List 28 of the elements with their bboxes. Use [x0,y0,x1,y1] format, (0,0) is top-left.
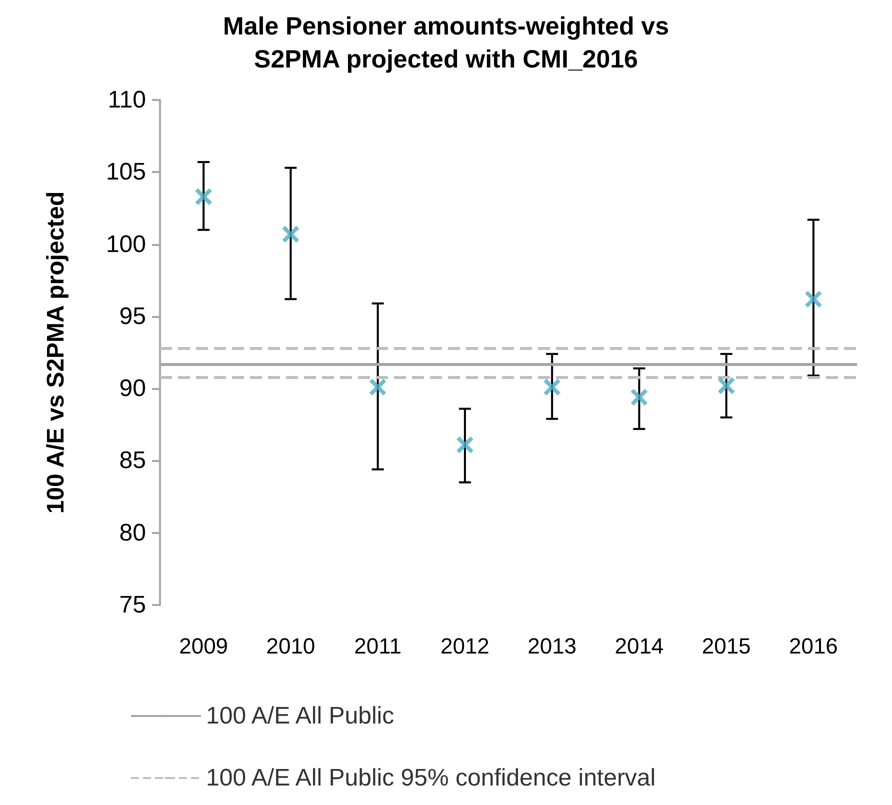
x-tick-label: 2009 [179,634,228,658]
x-tick-label: 2016 [788,634,838,658]
y-tick-label: 90 [119,375,146,402]
x-tick-label: 2014 [614,634,664,658]
point [543,378,562,396]
y-tick-label: 105 [106,158,146,186]
chart-title: Male Pensioner amounts-weighted vs S2PMA projected with CMI_2016 [223,12,669,74]
y-tick-label: 85 [119,447,146,474]
legend-label: 100 A/E All Public 95% confidence interval [206,764,656,792]
point [194,188,213,206]
y-tick-label: 95 [119,302,146,330]
x-tick-label: 2015 [702,634,751,658]
point [630,388,648,406]
point [456,436,474,454]
y-tick-label: 75 [119,592,146,618]
y-tick-label: 100 [106,230,146,258]
x-tick-label: 2013 [528,634,577,658]
y-axis-title: 100 A/E vs S2PMA projected [42,191,70,514]
point [804,290,822,308]
x-tick-label: 2011 [354,634,402,658]
legend-label: 100 A/E All Public [206,702,394,730]
point [717,376,736,395]
point [282,225,300,244]
point [368,378,387,396]
x-tick-label: 2010 [266,634,316,658]
y-tick-label: 80 [119,519,146,546]
y-tick-label: 110 [108,86,146,114]
x-tick-label: 2012 [440,634,490,658]
